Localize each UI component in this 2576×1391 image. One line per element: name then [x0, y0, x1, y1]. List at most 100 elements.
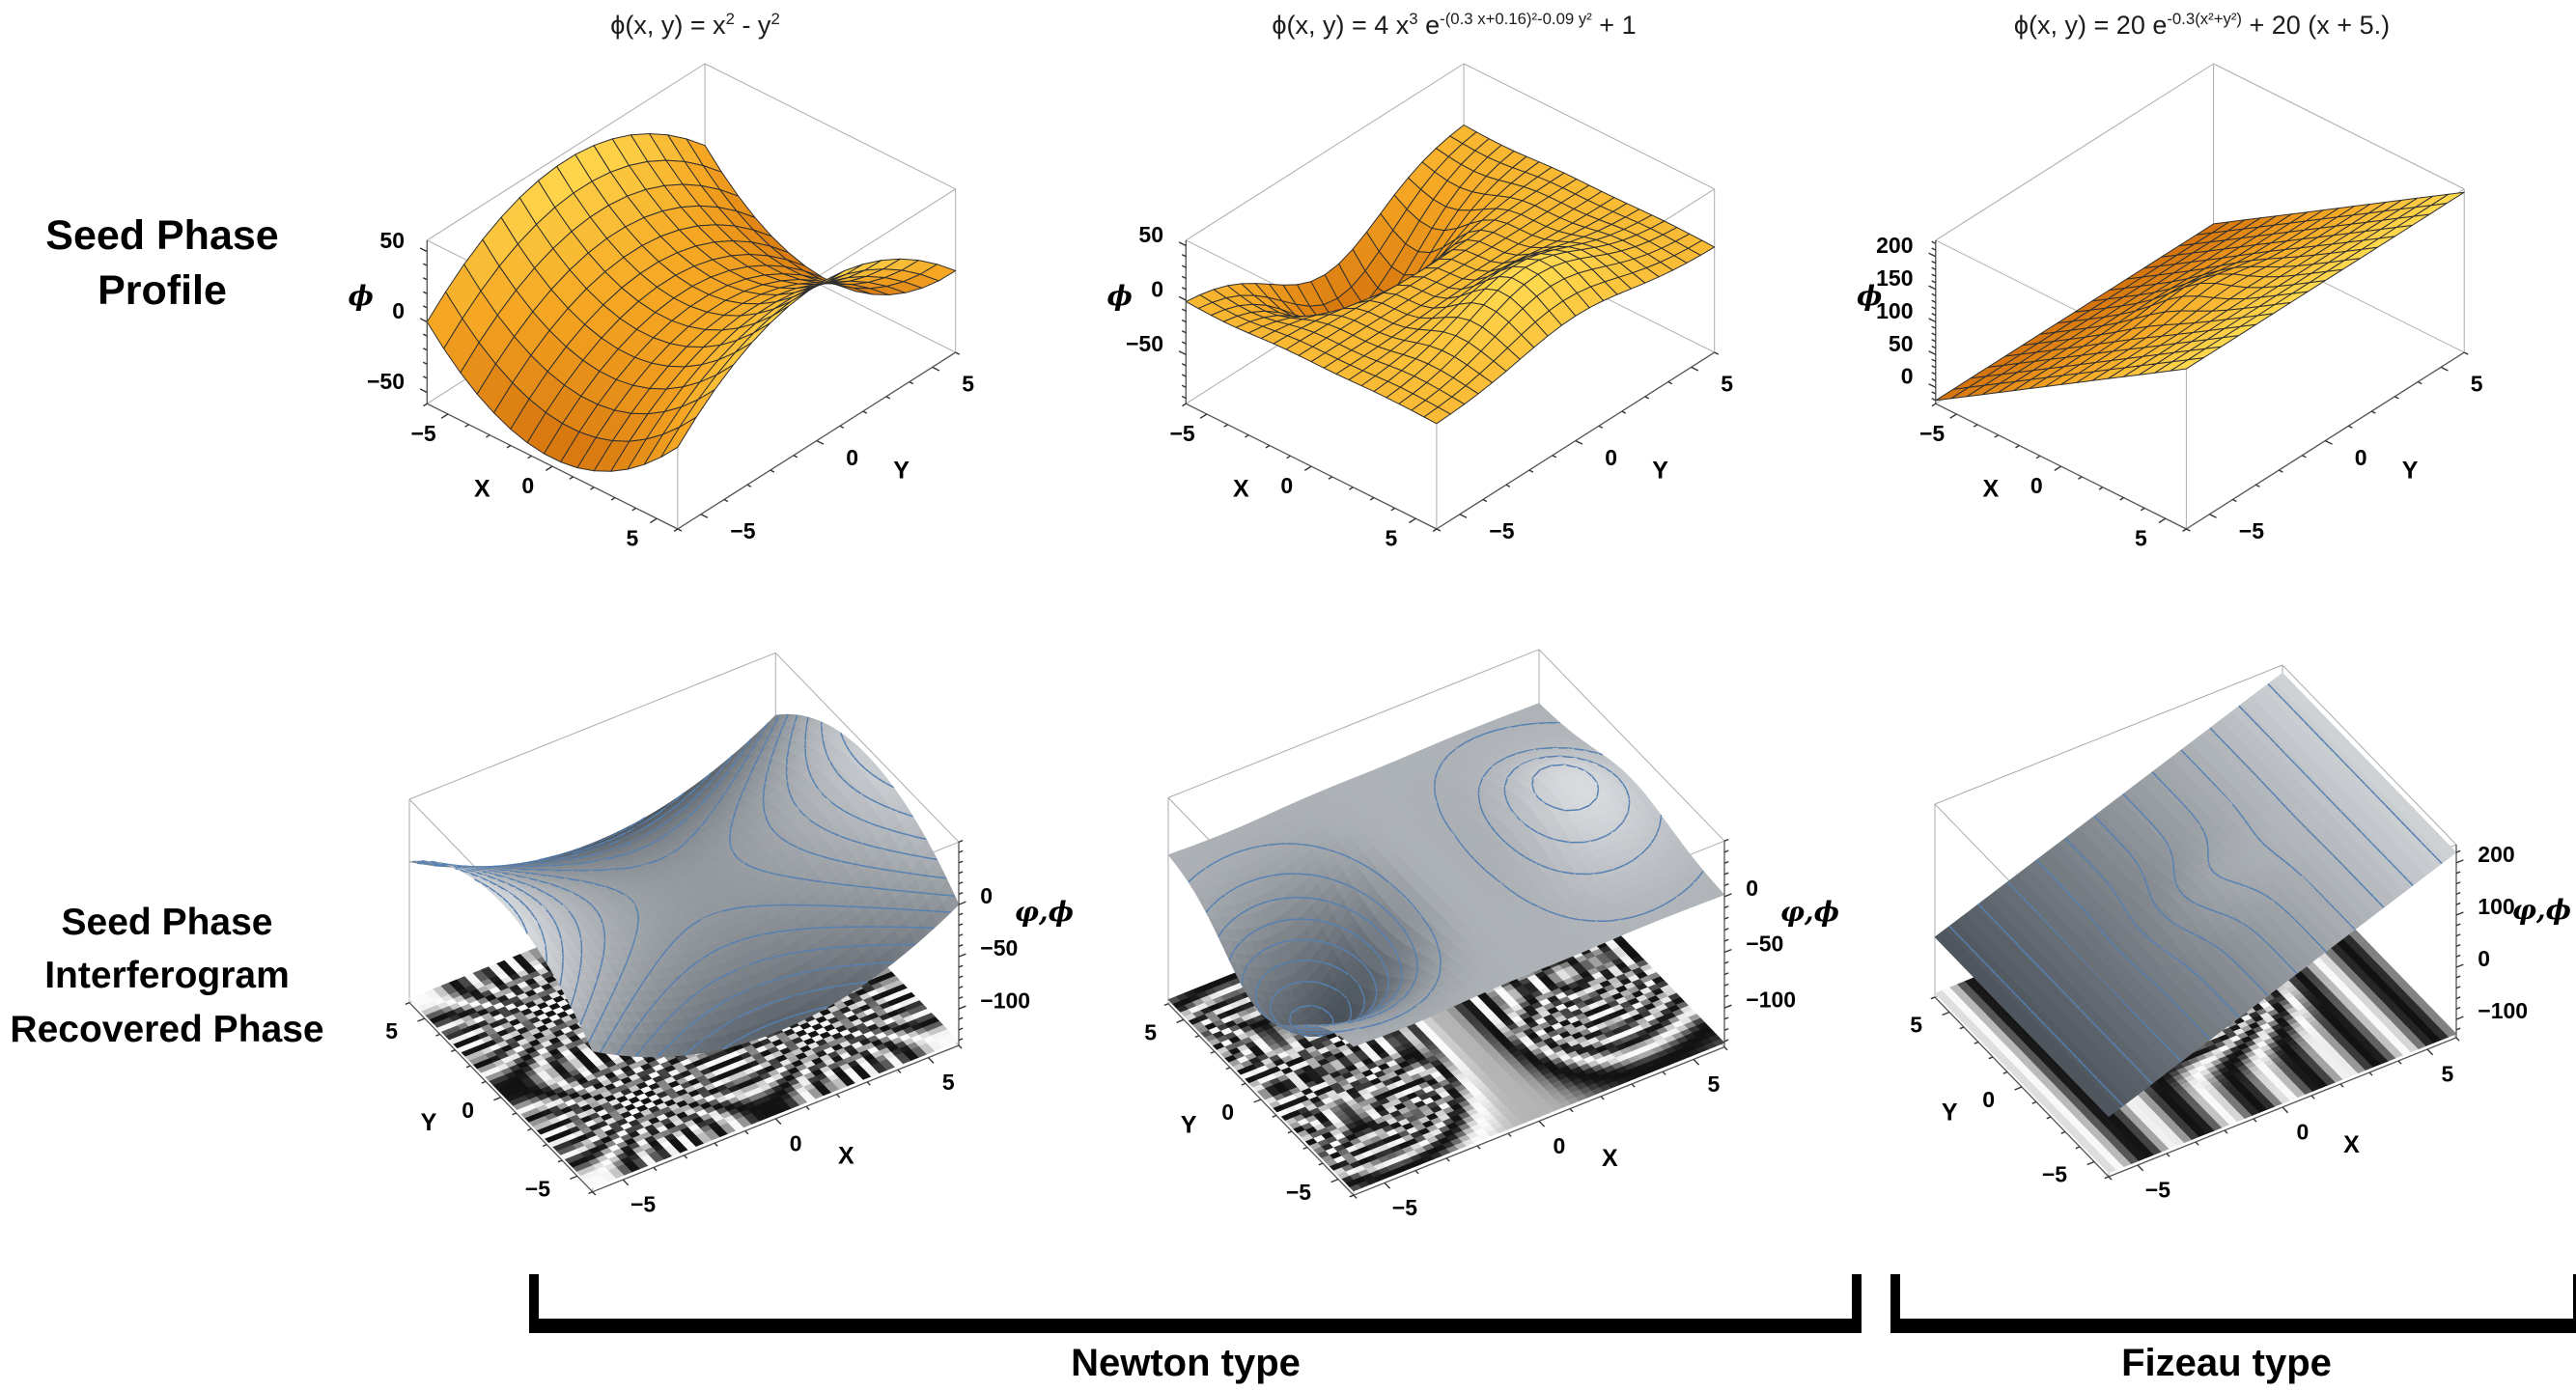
svg-text:ϕ: ϕ: [1106, 280, 1132, 312]
svg-text:−5: −5: [2042, 1162, 2067, 1187]
svg-text:200: 200: [2478, 842, 2514, 867]
svg-text:0: 0: [846, 445, 858, 470]
svg-text:0: 0: [1151, 276, 1163, 301]
svg-text:X: X: [1602, 1145, 1618, 1172]
svg-text:5: 5: [942, 1070, 955, 1095]
svg-text:0: 0: [1746, 876, 1758, 901]
svg-text:50: 50: [1138, 222, 1163, 247]
row-label-line: Interferogram: [44, 955, 290, 997]
svg-text:0: 0: [1221, 1099, 1234, 1125]
svg-text:−5: −5: [2145, 1178, 2170, 1203]
plot-cell-recovered-3: −5 0 5 X 5 0 −5 Y 200 100 0 −100 φ,ϕ: [1846, 626, 2576, 1301]
plot-cell-seed-2: ϕ(x, y) = 4 x3 e-(0.3 x+0.16)²-0.09 y² +…: [1074, 8, 1834, 626]
svg-text:−5: −5: [1286, 1180, 1311, 1205]
svg-text:X: X: [2343, 1131, 2360, 1158]
svg-text:−100: −100: [1746, 987, 1796, 1012]
svg-text:−50: −50: [980, 935, 1018, 960]
svg-text:200: 200: [1876, 233, 1913, 258]
svg-text:0: 0: [1982, 1087, 1995, 1112]
svg-text:ϕ: ϕ: [1857, 280, 1882, 312]
svg-text:5: 5: [1386, 525, 1398, 550]
svg-text:−50: −50: [367, 369, 405, 394]
svg-text:5: 5: [1721, 372, 1733, 397]
plot-title: ϕ(x, y) = x2 - y2: [610, 10, 780, 40]
group-label-fizeau: Fizeau type: [2121, 1342, 2332, 1384]
newton-group-bracket: [529, 1274, 1862, 1333]
row-label-line: Seed Phase: [45, 212, 279, 259]
svg-text:100: 100: [1876, 298, 1913, 323]
svg-text:Y: Y: [1942, 1099, 1958, 1126]
svg-text:−5: −5: [1169, 421, 1194, 446]
svg-text:0: 0: [980, 883, 993, 908]
svg-text:5: 5: [1708, 1071, 1721, 1097]
svg-text:Y: Y: [2402, 457, 2419, 484]
svg-text:X: X: [838, 1143, 854, 1170]
plot-title: ϕ(x, y) = 20 e-0.3(x²+y²) + 20 (x + 5.): [2013, 10, 2391, 40]
svg-text:−5: −5: [1919, 421, 1945, 446]
plot-title: ϕ(x, y) = 4 x3 e-(0.3 x+0.16)²-0.09 y² +…: [1272, 10, 1637, 40]
svg-text:5: 5: [2471, 372, 2483, 397]
row-label-line: Recovered Phase: [10, 1008, 324, 1050]
row-label-line: Profile: [98, 266, 227, 314]
group-label-newton: Newton type: [1071, 1342, 1301, 1384]
svg-text:−5: −5: [1489, 518, 1514, 543]
svg-text:−5: −5: [630, 1192, 656, 1217]
svg-text:0: 0: [1554, 1133, 1566, 1158]
svg-text:−5: −5: [730, 518, 755, 543]
svg-text:Y: Y: [893, 457, 910, 484]
svg-text:0: 0: [2478, 946, 2490, 971]
svg-text:ϕ: ϕ: [348, 280, 373, 312]
svg-text:0: 0: [1280, 473, 1293, 498]
plot-cell-seed-3: ϕ(x, y) = 20 e-0.3(x²+y²) + 20 (x + 5.) …: [1828, 8, 2576, 626]
svg-text:5: 5: [627, 525, 639, 550]
row-label-recovered-phase: Seed Phase Interferogram Recovered Phase: [0, 896, 334, 1056]
svg-text:5: 5: [1910, 1013, 1922, 1038]
svg-text:Y: Y: [1652, 457, 1668, 484]
svg-text:φ,ϕ: φ,ϕ: [1780, 896, 1839, 928]
svg-text:0: 0: [521, 473, 534, 498]
svg-text:φ,ϕ: φ,ϕ: [1015, 896, 1074, 928]
svg-text:X: X: [474, 475, 490, 502]
svg-text:50: 50: [1889, 331, 1914, 356]
svg-text:−5: −5: [410, 421, 435, 446]
svg-text:0: 0: [2030, 473, 2043, 498]
svg-text:−100: −100: [980, 988, 1030, 1013]
svg-text:5: 5: [385, 1018, 398, 1043]
svg-text:φ,ϕ: φ,ϕ: [2512, 894, 2571, 926]
row-label-seed-phase-profile: Seed Phase Profile: [12, 209, 313, 319]
surface-plot-recovered-3: −5 0 5 X 5 0 −5 Y 200 100 0 −100 φ,ϕ: [1910, 664, 2571, 1203]
svg-text:−100: −100: [2478, 998, 2528, 1023]
svg-text:0: 0: [1605, 445, 1617, 470]
svg-text:50: 50: [379, 228, 405, 253]
plot-cell-recovered-2: −5 0 5 X 5 0 −5 Y 0 −50 −100 φ,ϕ: [1079, 629, 1844, 1300]
plot-cell-seed-1: ϕ(x, y) = x2 - y2 −5 0 5 X 5 0 −5 Y 50 0 −50 ϕ: [319, 8, 1072, 626]
svg-text:X: X: [1233, 475, 1249, 502]
svg-text:0: 0: [462, 1098, 474, 1123]
svg-text:Y: Y: [1181, 1111, 1197, 1138]
svg-text:5: 5: [2442, 1062, 2454, 1087]
plot-cell-recovered-1: −5 0 5 X 5 0 −5 Y 0 −50 −100 φ,ϕ: [321, 629, 1078, 1300]
svg-text:−5: −5: [2239, 518, 2264, 543]
svg-text:0: 0: [392, 298, 405, 323]
svg-text:5: 5: [2135, 525, 2147, 550]
svg-text:0: 0: [2355, 445, 2367, 470]
svg-text:150: 150: [1876, 265, 1913, 291]
svg-text:0: 0: [2297, 1120, 2310, 1145]
row-label-line: Seed Phase: [61, 902, 273, 943]
svg-text:Y: Y: [421, 1109, 437, 1136]
svg-text:−50: −50: [1126, 331, 1163, 356]
svg-text:5: 5: [1144, 1019, 1157, 1044]
svg-text:−50: −50: [1746, 932, 1783, 957]
svg-text:0: 0: [790, 1130, 802, 1155]
svg-text:0: 0: [1901, 364, 1914, 389]
svg-text:−5: −5: [525, 1177, 550, 1202]
svg-text:−5: −5: [1392, 1195, 1417, 1220]
svg-text:100: 100: [2478, 894, 2514, 919]
fizeau-group-bracket: [1890, 1274, 2576, 1333]
svg-text:X: X: [1982, 475, 1999, 502]
